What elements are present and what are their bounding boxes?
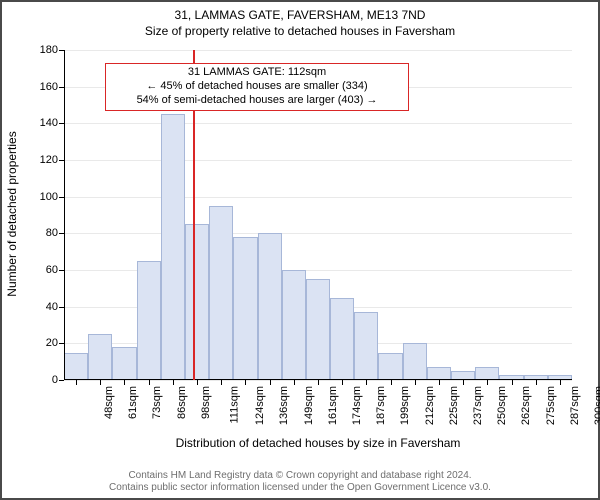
x-tick-mark bbox=[560, 380, 561, 385]
histogram-bar bbox=[306, 279, 330, 380]
x-tick-mark bbox=[536, 380, 537, 385]
x-tick-label: 300sqm bbox=[593, 386, 600, 425]
x-tick-mark bbox=[366, 380, 367, 385]
x-tick-mark bbox=[245, 380, 246, 385]
x-tick-label: 262sqm bbox=[520, 386, 532, 425]
attribution: Contains HM Land Registry data © Crown c… bbox=[2, 470, 598, 494]
x-tick-mark bbox=[197, 380, 198, 385]
x-tick-mark bbox=[512, 380, 513, 385]
x-tick-mark bbox=[439, 380, 440, 385]
x-tick-mark bbox=[100, 380, 101, 385]
x-tick-label: 161sqm bbox=[327, 386, 339, 425]
histogram-bar bbox=[185, 224, 209, 380]
histogram-bar bbox=[112, 347, 136, 380]
histogram-bar bbox=[137, 261, 161, 380]
x-tick-label: 86sqm bbox=[176, 386, 188, 419]
x-tick-label: 237sqm bbox=[472, 386, 484, 425]
y-axis-label: Number of detached properties bbox=[5, 49, 19, 379]
x-tick-label: 98sqm bbox=[200, 386, 212, 419]
histogram-bar bbox=[233, 237, 257, 380]
x-tick-label: 149sqm bbox=[303, 386, 315, 425]
y-axis-line bbox=[64, 50, 65, 380]
x-tick-label: 61sqm bbox=[127, 386, 139, 419]
histogram-bar bbox=[258, 233, 282, 380]
gridline bbox=[64, 50, 572, 51]
x-tick-label: 287sqm bbox=[569, 386, 581, 425]
x-tick-mark bbox=[221, 380, 222, 385]
plot-region: 02040608010012014016018048sqm61sqm73sqm8… bbox=[64, 50, 572, 380]
histogram-bar bbox=[88, 334, 112, 380]
x-tick-mark bbox=[318, 380, 319, 385]
x-tick-label: 48sqm bbox=[103, 386, 115, 419]
x-tick-mark bbox=[173, 380, 174, 385]
chart-area: 02040608010012014016018048sqm61sqm73sqm8… bbox=[64, 50, 572, 380]
x-tick-label: 199sqm bbox=[400, 386, 412, 425]
annotation-line: 31 LAMMAS GATE: 112sqm bbox=[110, 66, 405, 80]
gridline bbox=[64, 160, 572, 161]
histogram-bar bbox=[403, 343, 427, 380]
x-tick-mark bbox=[463, 380, 464, 385]
x-tick-label: 136sqm bbox=[279, 386, 291, 425]
y-tick-mark bbox=[59, 380, 64, 381]
gridline bbox=[64, 233, 572, 234]
attribution-line2: Contains public sector information licen… bbox=[2, 482, 598, 494]
histogram-bar bbox=[64, 353, 88, 381]
x-tick-label: 275sqm bbox=[545, 386, 557, 425]
x-tick-mark bbox=[487, 380, 488, 385]
x-tick-mark bbox=[149, 380, 150, 385]
x-tick-label: 124sqm bbox=[254, 386, 266, 425]
histogram-bar bbox=[282, 270, 306, 380]
x-tick-label: 225sqm bbox=[448, 386, 460, 425]
histogram-bar bbox=[209, 206, 233, 380]
histogram-bar bbox=[354, 312, 378, 380]
title-line1: 31, LAMMAS GATE, FAVERSHAM, ME13 7ND bbox=[2, 8, 598, 22]
annotation-line: 54% of semi-detached houses are larger (… bbox=[110, 94, 405, 108]
x-tick-label: 73sqm bbox=[152, 386, 164, 419]
histogram-bar bbox=[161, 114, 185, 380]
x-tick-mark bbox=[294, 380, 295, 385]
gridline bbox=[64, 197, 572, 198]
x-tick-label: 212sqm bbox=[424, 386, 436, 425]
x-tick-mark bbox=[342, 380, 343, 385]
title-line2: Size of property relative to detached ho… bbox=[2, 24, 598, 38]
annotation-box: 31 LAMMAS GATE: 112sqm← 45% of detached … bbox=[105, 63, 410, 111]
x-tick-label: 187sqm bbox=[375, 386, 387, 425]
x-tick-mark bbox=[76, 380, 77, 385]
x-tick-mark bbox=[270, 380, 271, 385]
gridline bbox=[64, 123, 572, 124]
x-tick-label: 111sqm bbox=[229, 386, 241, 424]
attribution-line1: Contains HM Land Registry data © Crown c… bbox=[2, 470, 598, 482]
x-axis-line bbox=[64, 379, 572, 380]
chart-container: 31, LAMMAS GATE, FAVERSHAM, ME13 7ND Siz… bbox=[0, 0, 600, 500]
x-tick-mark bbox=[124, 380, 125, 385]
x-axis-label: Distribution of detached houses by size … bbox=[64, 436, 572, 450]
x-tick-mark bbox=[415, 380, 416, 385]
histogram-bar bbox=[330, 298, 354, 381]
annotation-line: ← 45% of detached houses are smaller (33… bbox=[110, 80, 405, 94]
histogram-bar bbox=[378, 353, 402, 381]
x-tick-label: 174sqm bbox=[351, 386, 363, 425]
x-tick-mark bbox=[391, 380, 392, 385]
x-tick-label: 250sqm bbox=[496, 386, 508, 425]
